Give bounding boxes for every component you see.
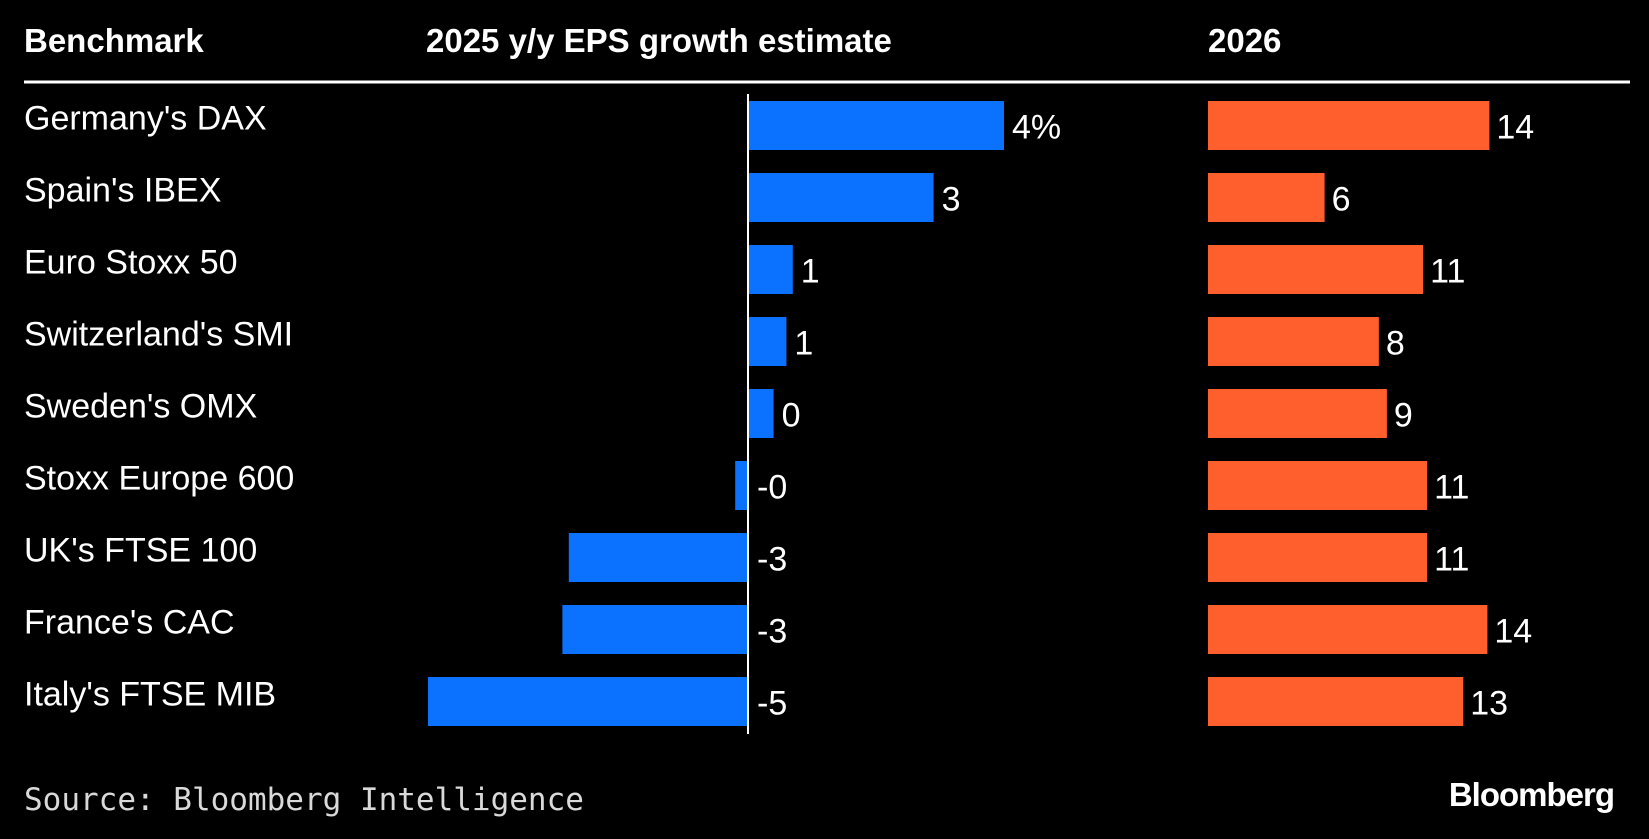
bar-2026: [1208, 677, 1464, 726]
value-label-2025: -3: [757, 541, 787, 579]
bar-2025: [562, 605, 748, 654]
value-label-2026: 9: [1394, 397, 1413, 435]
value-label-2026: 13: [1470, 685, 1508, 723]
bar-2025: [568, 533, 748, 582]
bar-2026: [1208, 533, 1428, 582]
category-label: UK's FTSE 100: [24, 532, 257, 570]
category-label: Euro Stoxx 50: [24, 244, 238, 282]
value-label-2025: -0: [757, 469, 787, 507]
value-label-2026: 11: [1430, 253, 1465, 291]
category-label: Italy's FTSE MIB: [24, 676, 276, 714]
bar-2026: [1208, 101, 1490, 150]
value-label-2025: 1: [801, 253, 820, 291]
header-benchmark: Benchmark: [24, 22, 204, 59]
bar-2026: [1208, 389, 1387, 438]
value-label-2025: 1: [794, 325, 813, 363]
category-label: Germany's DAX: [24, 100, 267, 138]
value-label-2026: 6: [1332, 181, 1351, 219]
chart-rows: Germany's DAX 4% 14 Spain's IBEX 3 6 Euro Stox…: [24, 100, 1534, 726]
value-label-2025: 0: [782, 397, 801, 435]
bar-2026: [1208, 245, 1424, 294]
value-label-2026: 11: [1434, 469, 1469, 507]
bar-2026: [1208, 461, 1428, 510]
value-label-2025: -3: [757, 613, 787, 651]
value-label-2025: 3: [942, 181, 961, 219]
header-2025-eps-growth: 2025 y/y EPS growth estimate: [426, 22, 892, 59]
category-label: Switzerland's SMI: [24, 316, 293, 354]
bar-2026: [1208, 605, 1488, 654]
bar-2026: [1208, 173, 1325, 222]
value-label-2026: 14: [1494, 613, 1532, 651]
value-label-2026: 11: [1434, 541, 1469, 579]
value-label-2025: 4%: [1012, 109, 1061, 147]
source-note: Source: Bloomberg Intelligence: [24, 782, 584, 818]
bar-2025: [748, 173, 934, 222]
bar-2025: [428, 677, 748, 726]
category-label: France's CAC: [24, 604, 235, 642]
bar-2025: [748, 389, 774, 438]
bar-2025: [748, 101, 1004, 150]
bar-2025: [748, 317, 787, 366]
header-2026: 2026: [1208, 22, 1281, 59]
bar-2025: [748, 245, 793, 294]
value-label-2026: 8: [1386, 325, 1405, 363]
value-label-2026: 14: [1496, 109, 1534, 147]
category-label: Stoxx Europe 600: [24, 460, 294, 498]
bloomberg-logo: Bloomberg: [1449, 776, 1614, 813]
category-label: Spain's IBEX: [24, 172, 221, 210]
category-label: Sweden's OMX: [24, 388, 257, 426]
bar-2025: [735, 461, 748, 510]
value-label-2025: -5: [757, 685, 787, 723]
bar-2026: [1208, 317, 1379, 366]
